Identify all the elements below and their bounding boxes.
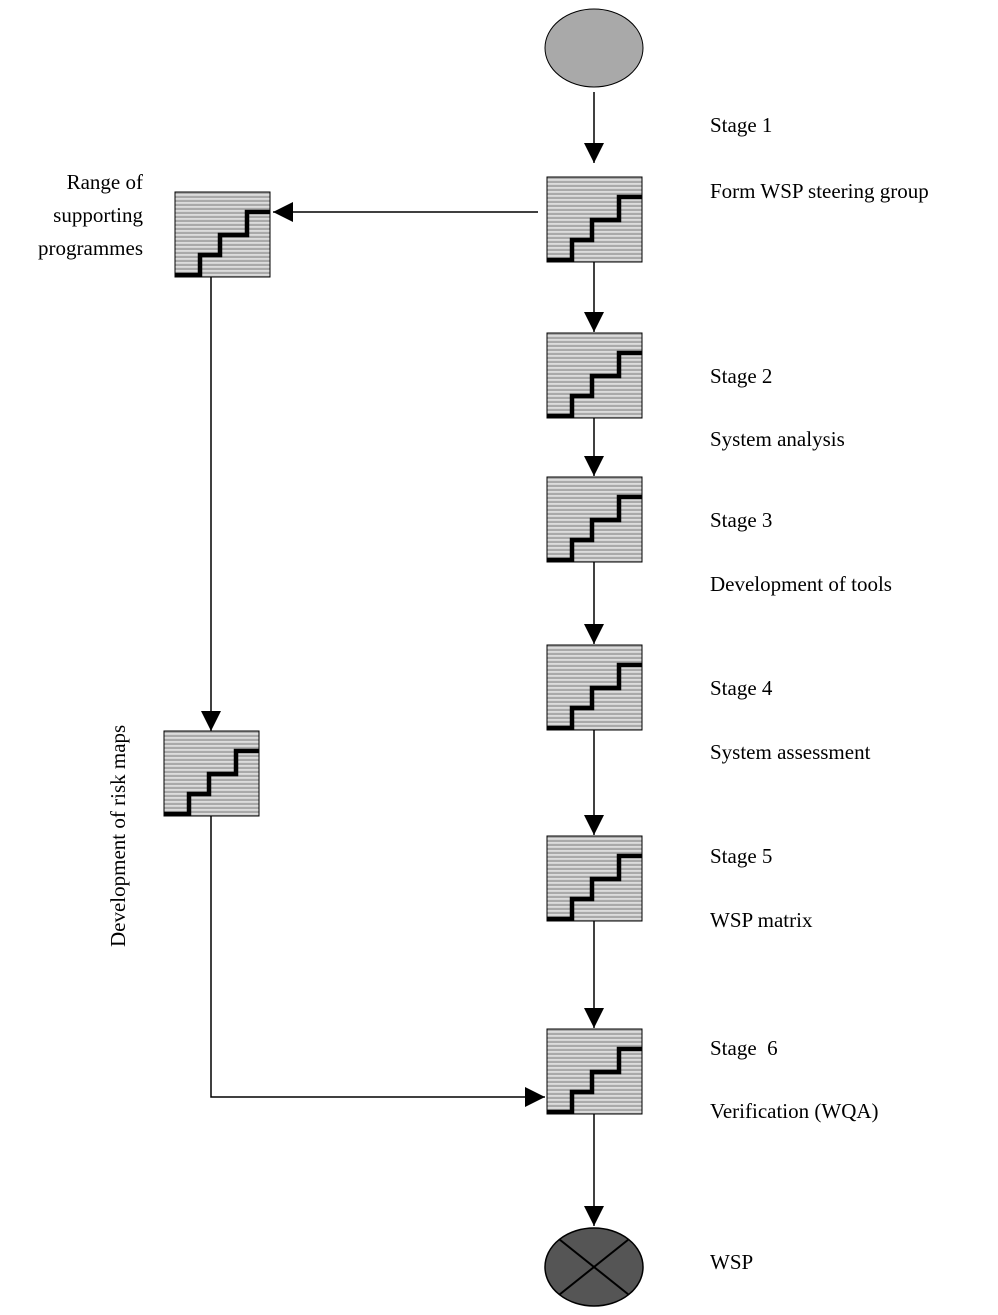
stage-3-label: Stage 3	[710, 508, 773, 532]
stage-1-label: Stage 1	[710, 113, 773, 137]
arrow-riskmaps-to-stage6	[210, 815, 545, 1107]
supporting-label-line-3: programmes	[38, 236, 143, 260]
end-label: WSP	[710, 1250, 754, 1274]
supporting-programmes-box	[175, 192, 270, 277]
stage-6-box	[547, 1029, 642, 1114]
start-node	[544, 8, 644, 88]
stage-1-box	[547, 177, 642, 262]
stage-5-name: WSP matrix	[710, 908, 813, 932]
stage-2-label: Stage 2	[710, 364, 773, 388]
stage-5-box	[547, 836, 642, 921]
stage-4-name: System assessment	[710, 740, 871, 764]
end-node	[544, 1227, 644, 1307]
stage-5-label: Stage 5	[710, 844, 773, 868]
risk-maps-box	[164, 731, 259, 816]
stage-6-label: Stage 6	[710, 1036, 778, 1060]
stage-4-box	[547, 645, 642, 730]
stage-3-box	[547, 477, 642, 562]
stage-2-box	[547, 333, 642, 418]
stage-3-name: Development of tools	[710, 572, 892, 596]
stage-1-name: Form WSP steering group	[710, 179, 929, 203]
risk-maps-label: Development of risk maps	[106, 724, 130, 947]
stage-2-name: System analysis	[710, 427, 845, 451]
supporting-label-line-1: Range of	[66, 170, 143, 194]
stage-6-name: Verification (WQA)	[710, 1099, 879, 1123]
supporting-label-line-2: supporting	[53, 203, 143, 227]
stage-4-label: Stage 4	[710, 676, 773, 700]
